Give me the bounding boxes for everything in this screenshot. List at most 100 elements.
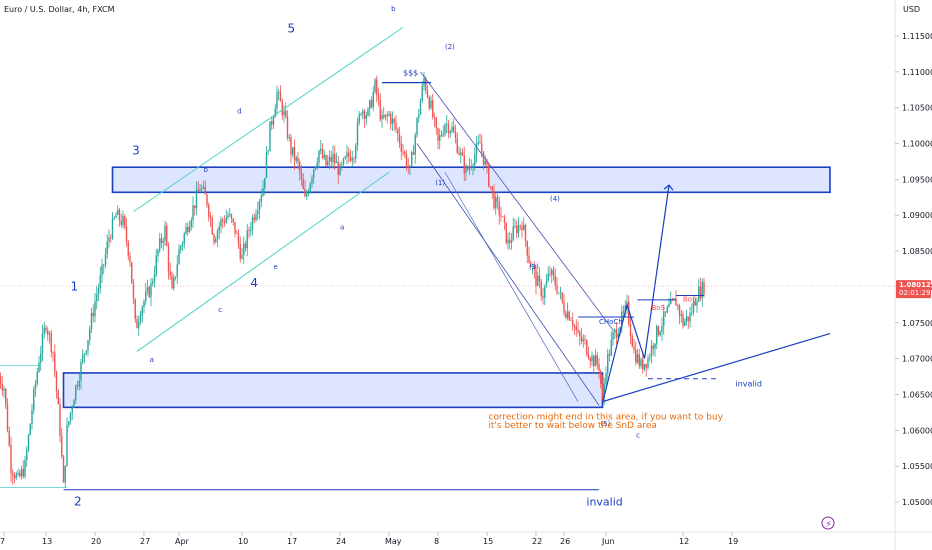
candle-body [659, 331, 661, 335]
candle-body [496, 196, 499, 202]
candle-body [628, 301, 630, 325]
time-axis[interactable]: 7 13 20 27 Apr 10 17 24 May 8 15 22 26 Jun 12 19 [0, 532, 738, 546]
candle-body [405, 154, 408, 167]
candle-body [225, 217, 227, 223]
x-tick-label: 10 [238, 537, 248, 546]
candle-body [103, 264, 105, 266]
candle-body [55, 371, 58, 392]
candle-body [124, 215, 126, 227]
candle-body [453, 126, 455, 133]
lightning-icon[interactable]: ⚡ [821, 516, 835, 530]
candle-body [631, 336, 633, 347]
candle-body [3, 388, 5, 391]
candle-body [341, 164, 343, 165]
candle-body [503, 216, 506, 223]
candle-body [211, 218, 213, 235]
candle-body [372, 92, 374, 108]
invalid-label-low: invalid [586, 496, 622, 509]
candle-body [183, 233, 185, 244]
candle-body [246, 230, 248, 249]
candle-body [75, 385, 77, 401]
candle-body [54, 352, 56, 372]
candle-body [593, 356, 595, 367]
candle-body [589, 358, 591, 362]
candle-body [477, 142, 479, 144]
candle-body [475, 143, 478, 155]
candle-body [1, 384, 3, 391]
candle-body [533, 266, 535, 270]
candle-body [516, 225, 518, 234]
candle-body [370, 100, 373, 108]
candle-body [138, 321, 140, 329]
candle-body [594, 355, 597, 367]
candle-body [412, 152, 415, 155]
candle-body [288, 137, 290, 138]
candle-body [549, 273, 551, 275]
candle-body [698, 286, 700, 302]
x-tick-label: Apr [175, 537, 190, 546]
candle-body [482, 151, 485, 165]
candle-body [519, 225, 521, 227]
candle-body [379, 99, 381, 120]
candle-body [31, 410, 33, 424]
count-label-3: (3) [529, 263, 539, 271]
y-tick-label: 1.07000 [902, 355, 932, 364]
candle-body [264, 177, 266, 189]
last-price-value: 1.08012 [899, 281, 931, 289]
candle-body [122, 215, 124, 225]
supply-zone [111, 166, 831, 194]
candle-body [131, 262, 133, 284]
candle-body [220, 219, 222, 227]
candle-body [691, 312, 693, 314]
candle-body [400, 143, 402, 152]
candle-body [566, 311, 569, 318]
candle-body [692, 301, 695, 313]
candle-body [253, 217, 255, 220]
candle-body [215, 239, 217, 243]
candle-body [274, 108, 276, 118]
wave-label-2: 2 [74, 495, 82, 509]
candle-body [523, 224, 525, 231]
candle-body [584, 339, 586, 341]
candle-body [363, 111, 366, 120]
candle-body [64, 465, 66, 483]
candle-body [262, 188, 264, 197]
candle-body [293, 147, 296, 161]
arrow-head [663, 184, 674, 191]
candle-body [619, 327, 621, 334]
candle-body [0, 376, 2, 385]
candle-body [89, 329, 91, 341]
candle-body [167, 245, 170, 272]
candle-body [547, 273, 549, 281]
candle-body [243, 243, 245, 256]
candle-body [544, 286, 546, 298]
candle-body [369, 100, 371, 109]
candle-body [386, 114, 388, 116]
candle-body [47, 330, 49, 335]
candle-body [342, 158, 345, 165]
candle-body [551, 269, 553, 275]
candle-body [192, 205, 194, 220]
candle-body [71, 407, 73, 413]
candle-body [33, 389, 35, 411]
candle-body [276, 92, 278, 109]
candle-body [439, 135, 441, 141]
candle-body [43, 327, 45, 334]
candle-body [255, 214, 257, 220]
candle-body [285, 110, 287, 117]
candle-body [174, 276, 177, 278]
candle-body [437, 128, 439, 141]
candle-body [69, 412, 72, 422]
candle-body [383, 115, 385, 118]
candle-body [587, 354, 590, 359]
candle-body [321, 148, 324, 158]
candle-body [234, 221, 236, 233]
candle-body [267, 151, 269, 153]
candle-body [166, 225, 168, 246]
candle-body [5, 388, 7, 405]
candle-body [157, 249, 159, 256]
price-axis[interactable]: 1.05000 1.05500 1.06000 1.06500 1.07000 1.075… [895, 32, 932, 507]
candle-body [442, 133, 444, 136]
